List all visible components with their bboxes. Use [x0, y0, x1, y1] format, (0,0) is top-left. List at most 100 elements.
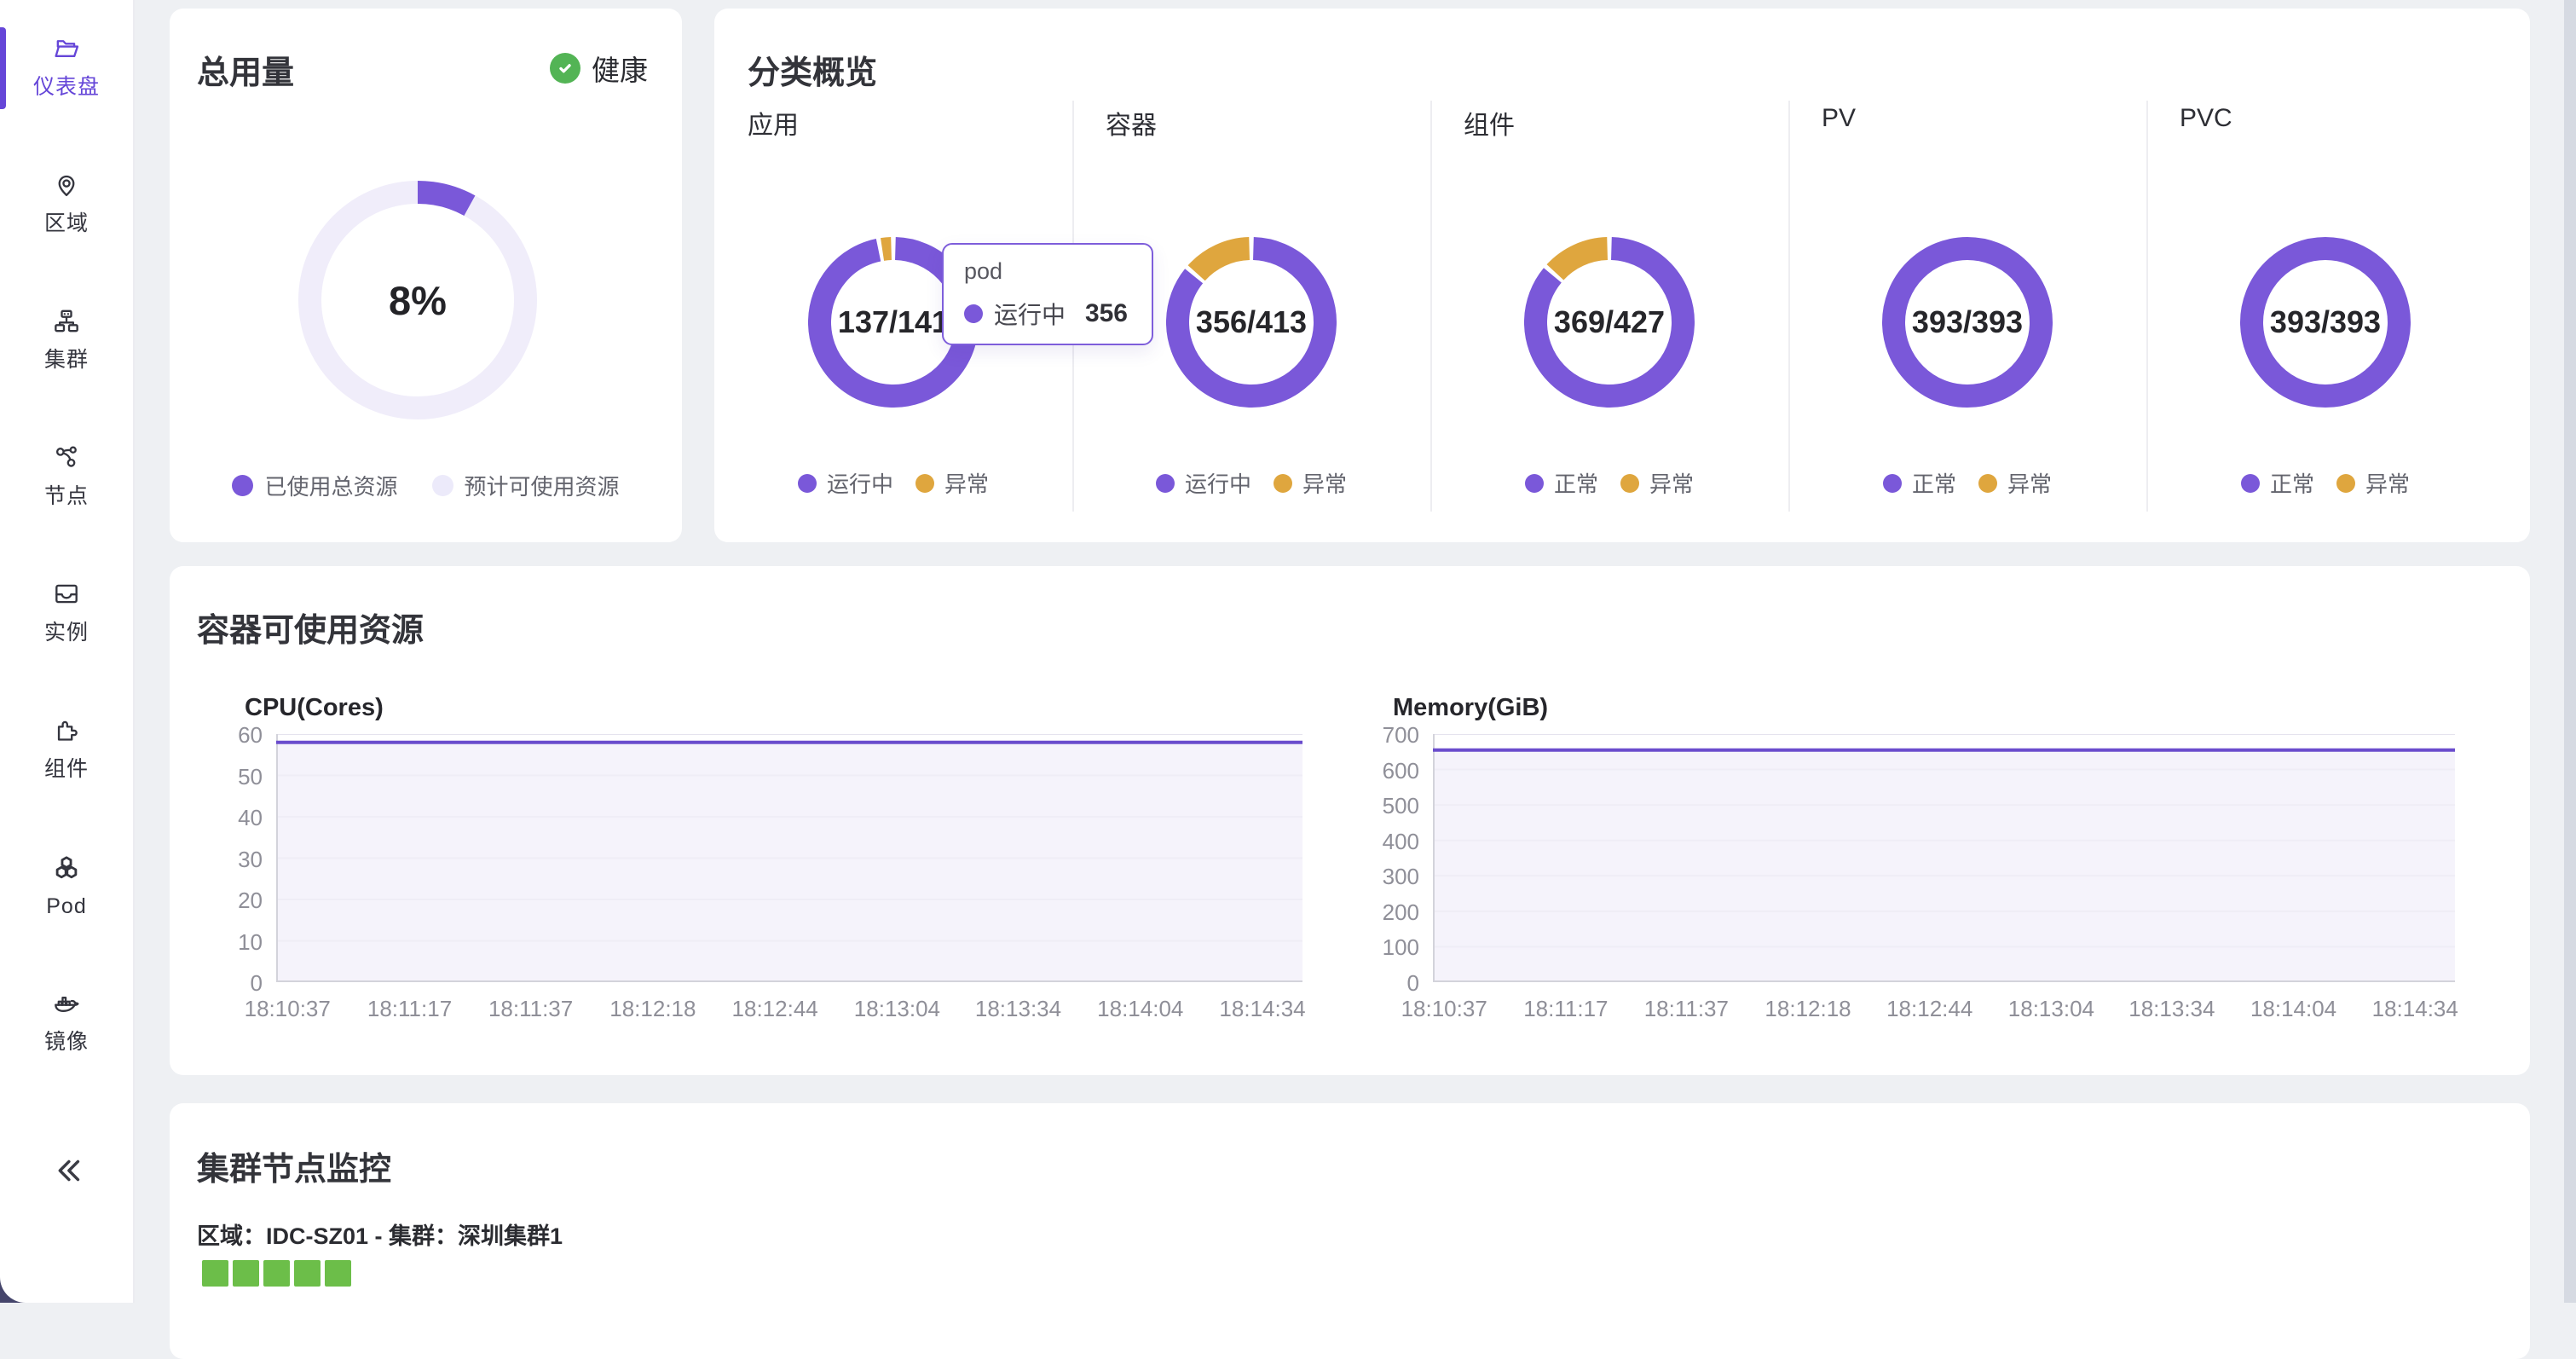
category-donut-chart[interactable]: 393/393	[1882, 237, 2053, 408]
x-axis-tick: 18:11:17	[367, 996, 453, 1021]
node-status-square[interactable]	[294, 1260, 321, 1287]
legend-dot-purple	[1524, 473, 1544, 493]
x-axis-tick: 18:10:37	[1401, 996, 1487, 1021]
legend-item: 异常	[2336, 467, 2410, 499]
column-divider	[1788, 101, 1790, 512]
y-axis-tick: 0	[250, 970, 263, 996]
node-links-icon	[55, 446, 77, 467]
legend-dot-lavender	[431, 475, 453, 496]
sidebar-item-pod[interactable]: Pod	[0, 853, 133, 919]
x-axis-tick: 18:12:44	[1886, 996, 1973, 1021]
page-scrollbar[interactable]	[2564, 0, 2576, 1303]
category-header: 应用	[748, 112, 799, 140]
sidebar: 仪表盘 区域 集群 节点 实例	[0, 0, 135, 1303]
sidebar-item-region[interactable]: 区域	[0, 171, 133, 237]
card-title: 总用量	[197, 55, 295, 91]
legend-label: 预计可使用资源	[464, 474, 620, 500]
y-axis-tick: 60	[238, 722, 263, 748]
legend-dot-yellow	[915, 473, 934, 493]
column-divider	[1430, 101, 1432, 512]
node-status-square[interactable]	[233, 1260, 259, 1287]
card-title: 容器可使用资源	[197, 613, 425, 649]
legend-item: 异常	[1274, 467, 1347, 499]
y-axis-tick: 600	[1382, 757, 1419, 784]
category-donut-chart[interactable]: 356/413	[1166, 237, 1337, 408]
category-header: PVC	[2180, 104, 2232, 132]
sidebar-item-dashboard[interactable]: 仪表盘	[0, 27, 133, 109]
sidebar-item-instance[interactable]: 实例	[0, 580, 133, 646]
sidebar-item-label: 镜像	[43, 1030, 89, 1054]
legend-label: 异常	[2007, 471, 2053, 497]
dashboard-folder-icon	[55, 40, 79, 58]
donut-value: 356/413	[1195, 304, 1308, 339]
node-status-square[interactable]	[202, 1260, 228, 1287]
sidebar-item-label: 集群	[43, 348, 89, 372]
legend-item: 正常	[2240, 467, 2314, 499]
donut-value: 393/393	[1911, 304, 2024, 339]
x-axis-tick: 18:10:37	[244, 996, 331, 1021]
category-header: 容器	[1106, 112, 1157, 140]
cluster-sitemap-icon	[55, 309, 78, 333]
legend-label: 已使用总资源	[264, 474, 398, 500]
sidebar-item-label: 仪表盘	[32, 75, 100, 99]
usage-donut-ring	[298, 181, 537, 419]
category-column-PVC: PVC 393/393 正常 异常	[2146, 9, 2530, 542]
column-divider	[2146, 101, 2148, 512]
node-status-square[interactable]	[325, 1260, 351, 1287]
legend-dot-yellow	[1274, 473, 1292, 493]
legend-label: 正常	[1911, 471, 1956, 497]
usage-percent-value: 8%	[389, 277, 447, 323]
y-axis-tick: 30	[238, 846, 263, 872]
legend-dot-purple	[2240, 473, 2260, 493]
category-column-PV: PV 393/393 正常 异常	[1788, 9, 2146, 542]
legend-label: 异常	[944, 471, 990, 497]
card-title: 集群节点监控	[197, 1152, 392, 1188]
node-status-square[interactable]	[263, 1260, 290, 1287]
sidebar-item-image[interactable]: 镜像	[0, 989, 133, 1055]
usage-donut-chart[interactable]: 8%	[298, 181, 537, 419]
legend-dot-purple	[232, 475, 254, 496]
legend-item: 异常	[1978, 467, 2052, 499]
sidebar-item-label: 实例	[43, 621, 89, 645]
active-indicator-bar	[0, 27, 6, 109]
health-status-label: 健康	[592, 55, 648, 86]
x-axis-tick: 18:12:18	[609, 996, 696, 1021]
chart-plot-area[interactable]	[1433, 734, 2455, 982]
tooltip-label: 运行中	[994, 302, 1066, 328]
y-axis-tick: 400	[1382, 828, 1419, 854]
image-whale-icon	[55, 997, 79, 1013]
sidebar-collapse-button[interactable]	[47, 1151, 86, 1194]
x-axis-tick: 18:14:34	[2371, 996, 2458, 1021]
pod-tooltip: pod 运行中 356	[942, 243, 1153, 345]
x-axis-tick: 18:14:34	[1219, 996, 1306, 1021]
y-axis-tick: 200	[1382, 899, 1419, 925]
legend-label: 异常	[1302, 471, 1348, 497]
sidebar-item-cluster[interactable]: 集群	[0, 307, 133, 373]
x-axis-tick: 18:11:37	[488, 996, 574, 1021]
legend-item: 运行中	[1155, 467, 1251, 499]
category-column-容器: 容器 356/413 运行中 异常	[1072, 9, 1430, 542]
legend-dot-purple	[1155, 473, 1175, 493]
y-axis-tick: 50	[238, 763, 263, 789]
legend-dot-purple	[797, 473, 817, 493]
x-axis-tick: 18:11:37	[1643, 996, 1729, 1021]
container-resources-card: 容器可使用资源 CPU(Cores) 60 50 40 30 20 10 0 18:10:37 1…	[170, 566, 2530, 1075]
chart-plot-area[interactable]	[276, 734, 1302, 982]
category-header: 组件	[1464, 112, 1515, 140]
x-axis-tick: 18:14:04	[1097, 996, 1184, 1021]
category-donut-chart[interactable]: 369/427	[1524, 236, 1695, 408]
sidebar-item-component[interactable]: 组件	[0, 716, 133, 783]
legend-label: 异常	[2365, 471, 2411, 497]
sidebar-item-node[interactable]: 节点	[0, 443, 133, 510]
total-usage-card: 总用量 健康 8% 已使用总资源 预计可使用资源	[170, 9, 682, 542]
donut-value: 393/393	[2269, 304, 2382, 339]
y-axis-tick: 40	[238, 805, 263, 830]
category-header: PV	[1822, 104, 1857, 132]
legend-dot-yellow	[2336, 473, 2355, 493]
legend-dot-yellow	[1620, 473, 1639, 493]
category-donut-chart[interactable]: 393/393	[2240, 237, 2411, 408]
legend-item-available: 预计可使用资源	[431, 470, 620, 501]
instance-inbox-icon	[55, 584, 78, 604]
legend-item: 运行中	[797, 467, 893, 499]
category-column-应用: 应用 137/141 运行中 异常	[714, 9, 1072, 542]
